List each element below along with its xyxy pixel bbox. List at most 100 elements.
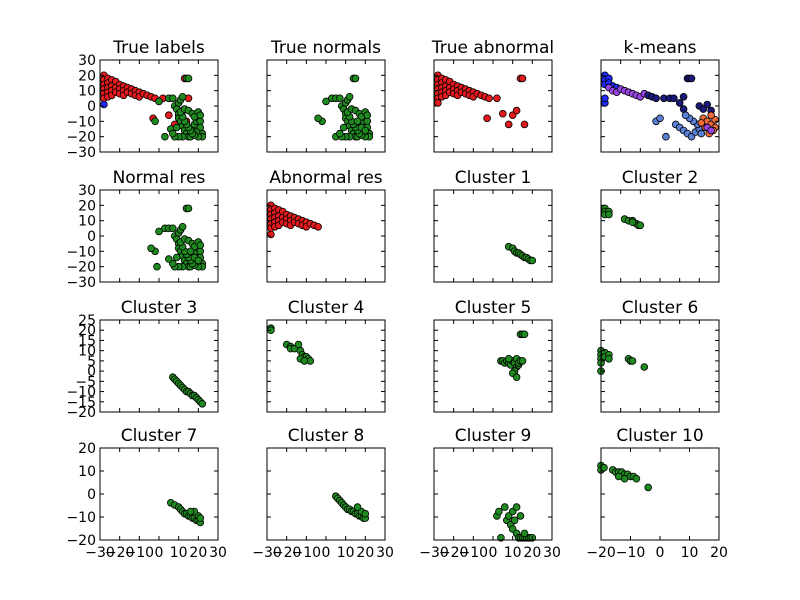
y-tick-label: 0 (87, 487, 96, 503)
data-point (652, 94, 660, 103)
subplot-8: Cluster 2 (600, 168, 720, 283)
y-tick-label: −10 (66, 244, 96, 260)
data-point (178, 93, 187, 101)
data-point (196, 111, 205, 119)
y-tick-label: 5 (87, 354, 96, 370)
data-point (361, 126, 370, 135)
subplot-10: Cluster 4 (266, 298, 386, 413)
subplot-11: Cluster 5 (433, 298, 553, 413)
subplot-4: k-means (600, 38, 720, 153)
x-tick-label: 20 (356, 545, 374, 561)
data-point (703, 100, 711, 109)
data-point (196, 514, 205, 522)
data-point (707, 126, 715, 135)
y-tick-label: −20 (66, 130, 96, 146)
x-tick-label: 10 (337, 545, 355, 561)
data-point (640, 363, 649, 371)
subplot-title: Cluster 8 (288, 426, 365, 446)
y-tick-label: 30 (78, 53, 96, 69)
x-tick-label: −20 (272, 545, 302, 561)
scatter-points (597, 461, 652, 492)
data-point (335, 94, 344, 103)
y-tick-label: 20 (78, 323, 96, 339)
data-point (169, 224, 177, 233)
data-point (161, 132, 169, 141)
x-tick-label: 10 (170, 545, 188, 561)
data-point (314, 114, 322, 123)
data-point (196, 241, 205, 250)
data-point (512, 503, 521, 511)
data-point (361, 509, 370, 518)
data-point (485, 94, 493, 103)
data-point (172, 253, 181, 262)
data-point (518, 357, 527, 365)
data-point (100, 100, 108, 109)
data-point (516, 512, 525, 520)
data-point (528, 256, 537, 265)
data-point (510, 516, 519, 525)
data-point (605, 210, 613, 219)
data-point (147, 244, 155, 253)
data-point (601, 94, 609, 103)
subplot-14: Cluster 8 −30−20−10 0 10 20 30 (252, 426, 394, 561)
data-point (194, 256, 203, 265)
subplot-title: Cluster 2 (622, 168, 699, 188)
y-tick-label: −5 (75, 374, 96, 390)
data-point (614, 472, 623, 481)
scatter-points (493, 503, 537, 542)
x-tick-label: 0 (489, 545, 498, 561)
data-point (662, 132, 670, 141)
scatter-points (167, 498, 205, 527)
x-tick-label: −30 (85, 545, 115, 561)
y-tick-label: −10 (66, 385, 96, 401)
data-point (363, 111, 372, 119)
data-point (504, 120, 513, 129)
scatter-points (100, 71, 207, 141)
subplot-2: True normals (266, 38, 386, 153)
x-tick-label: 30 (209, 545, 227, 561)
y-tick-label: 20 (78, 68, 96, 84)
x-tick-label: −20 (439, 545, 469, 561)
subplot-15: Cluster 9 −30−20−10 0 10 20 30 (419, 426, 561, 561)
scatter-points (314, 74, 374, 141)
subplot-title: k-means (623, 38, 696, 58)
subplot-3: True abnormal (431, 38, 554, 153)
x-tick-label: 0 (155, 545, 164, 561)
x-tick-label: −10 (459, 545, 489, 561)
data-point (495, 507, 503, 516)
subplot-title: True normals (270, 38, 381, 58)
data-point (493, 94, 501, 103)
data-point (520, 529, 529, 538)
subplot-title: True abnormal (431, 38, 554, 58)
y-tick-label: −30 (66, 145, 96, 161)
x-tick-label: −10 (616, 545, 646, 561)
data-point (512, 373, 521, 382)
data-point (322, 97, 330, 106)
scatter-points (267, 201, 322, 239)
data-point (483, 114, 491, 123)
scatter-points (331, 492, 370, 522)
data-point (353, 117, 362, 126)
data-point (669, 94, 678, 103)
data-point (687, 74, 696, 83)
y-tick-label: −10 (66, 510, 96, 526)
data-point (628, 357, 637, 365)
y-tick-label: −20 (66, 405, 96, 421)
data-point (169, 94, 177, 103)
subplot-title: Cluster 10 (616, 426, 703, 446)
subplot-title: Abnormal res (269, 168, 382, 188)
data-point (504, 354, 513, 363)
y-tick-label: −30 (66, 275, 96, 291)
data-point (500, 503, 509, 511)
data-point (512, 106, 521, 115)
x-tick-label: −10 (125, 545, 155, 561)
data-point (632, 474, 641, 483)
axes-frame (600, 189, 720, 283)
x-tick-label: −20 (586, 545, 616, 561)
scatter-points (597, 346, 649, 375)
subplot-title: Cluster 5 (455, 298, 532, 318)
